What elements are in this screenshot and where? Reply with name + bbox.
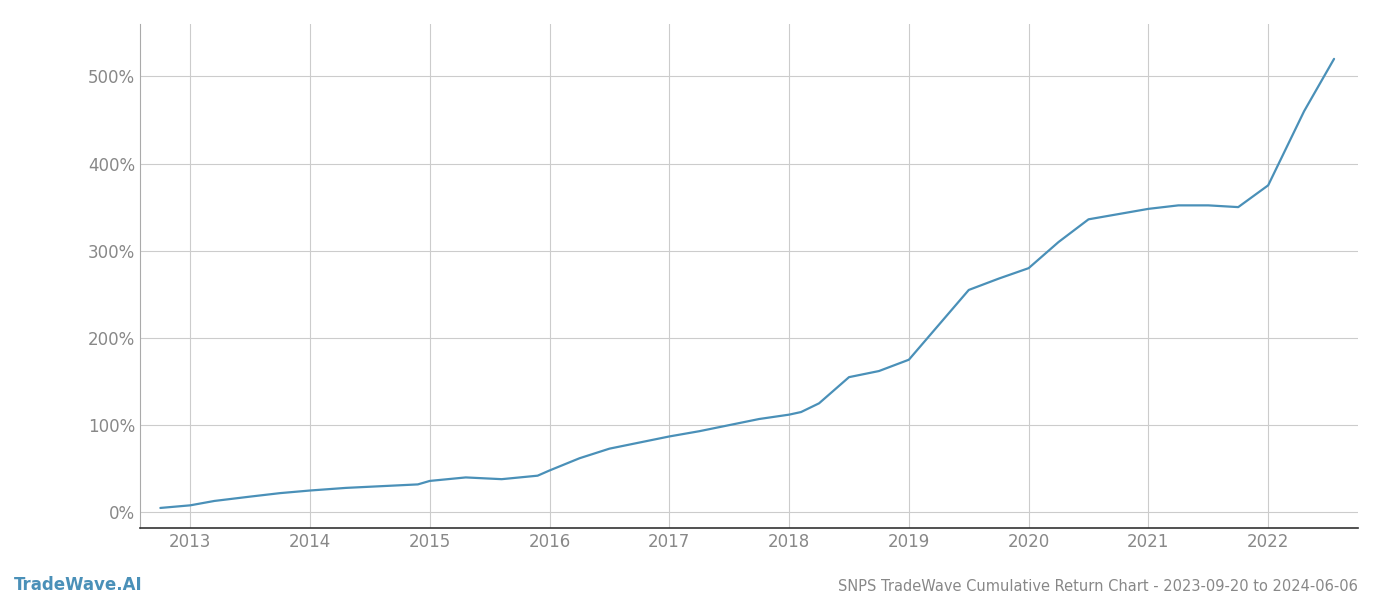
Text: TradeWave.AI: TradeWave.AI — [14, 576, 143, 594]
Text: SNPS TradeWave Cumulative Return Chart - 2023-09-20 to 2024-06-06: SNPS TradeWave Cumulative Return Chart -… — [839, 579, 1358, 594]
